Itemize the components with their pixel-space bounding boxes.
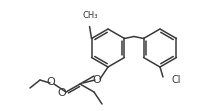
Text: O: O xyxy=(93,75,101,85)
Text: Cl: Cl xyxy=(171,75,181,85)
Text: O: O xyxy=(58,88,66,98)
Text: O: O xyxy=(47,77,55,87)
Text: CH₃: CH₃ xyxy=(83,12,98,21)
